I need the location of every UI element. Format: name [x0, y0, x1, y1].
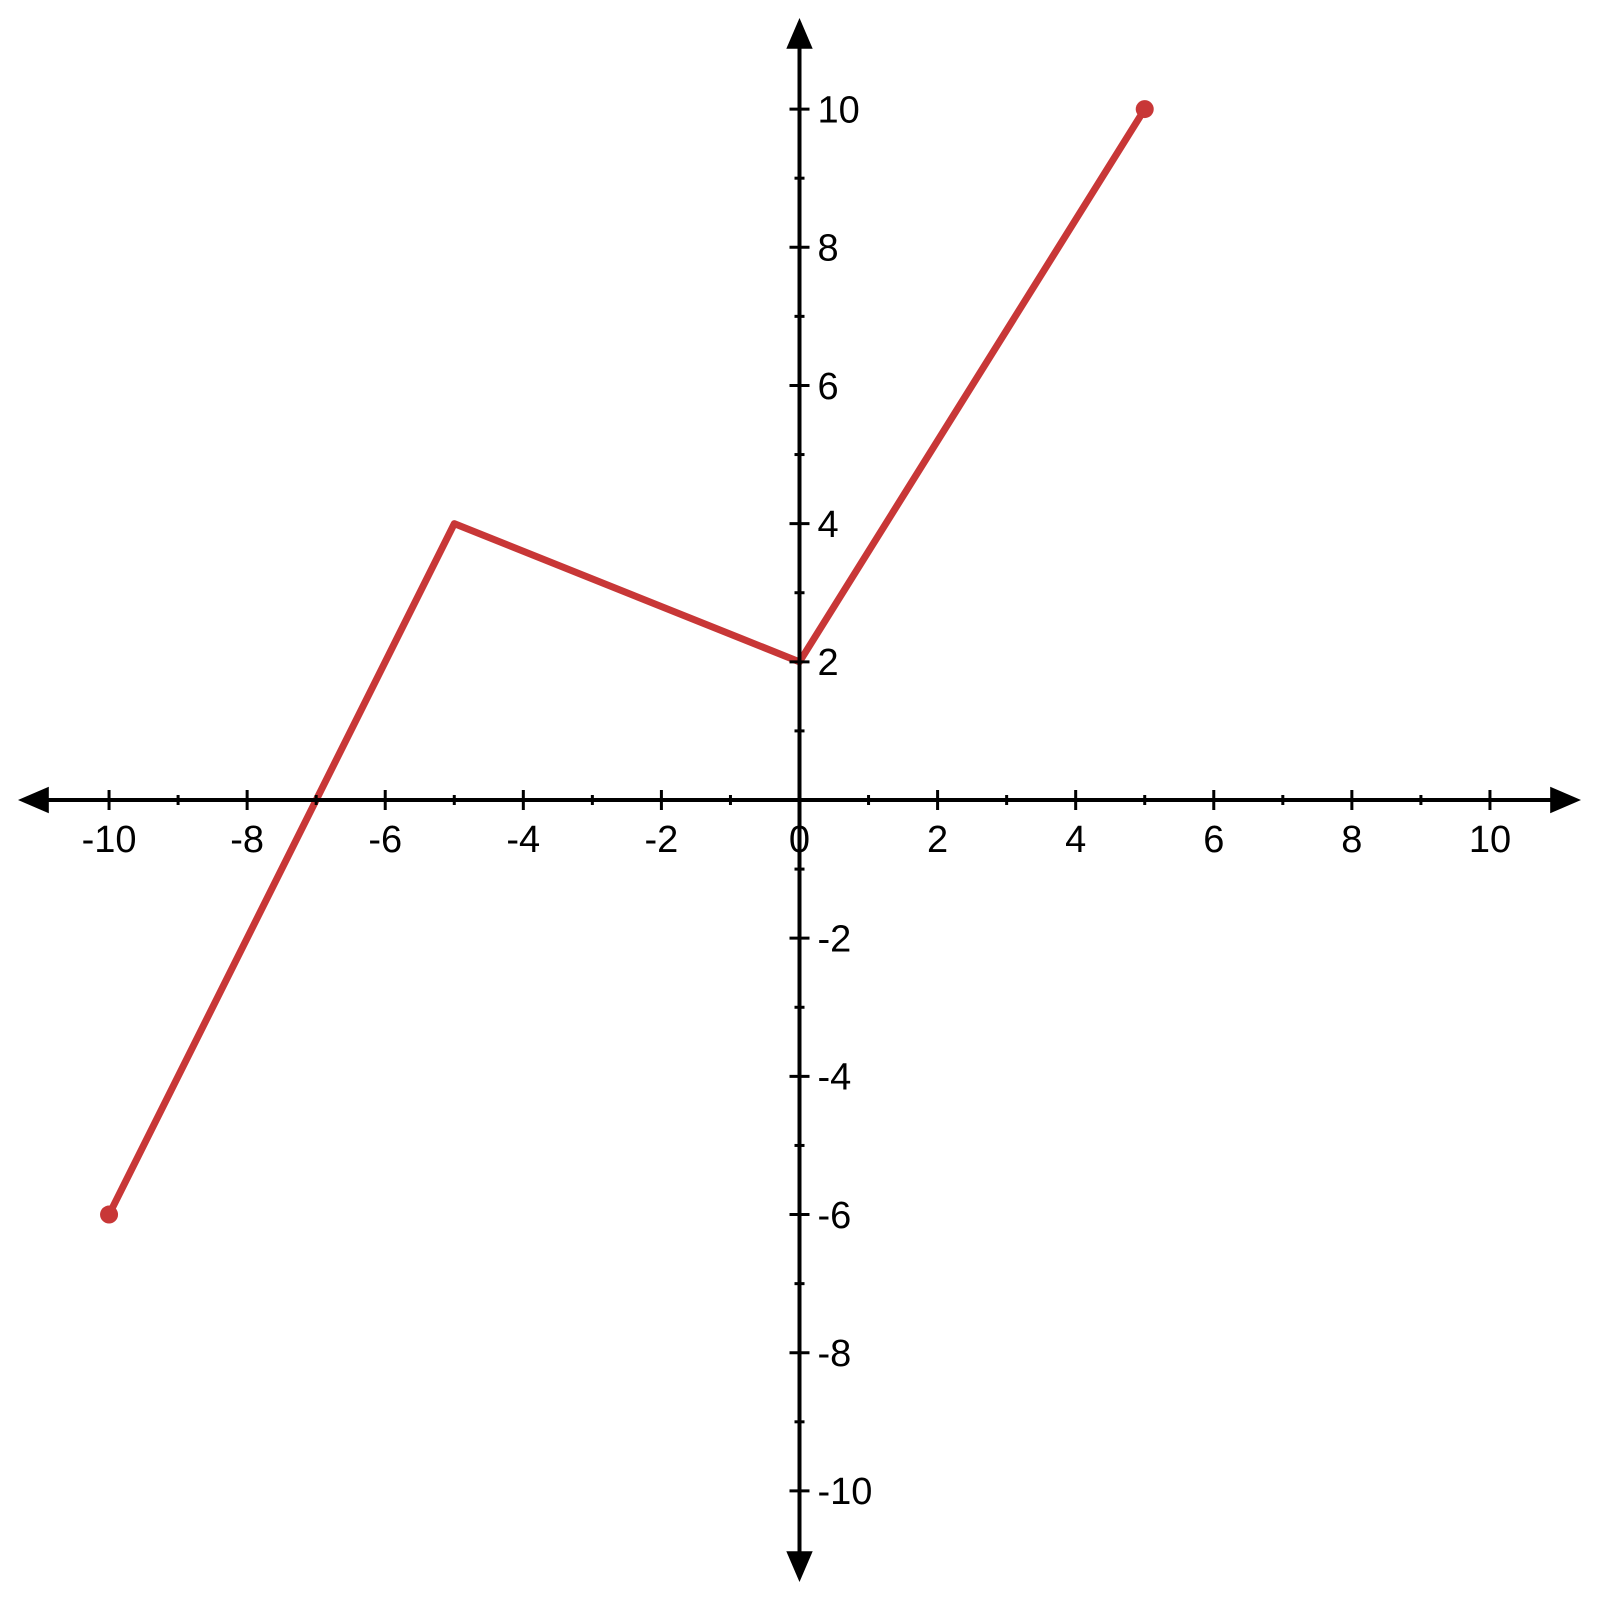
- x-tick-label: -6: [368, 819, 402, 861]
- x-tick-label: -4: [506, 819, 540, 861]
- y-tick-label: 10: [818, 89, 860, 131]
- y-tick-label: -10: [818, 1471, 873, 1513]
- x-tick-label: -10: [82, 819, 137, 861]
- y-tick-label: 6: [818, 366, 839, 408]
- x-tick-label: -8: [230, 819, 264, 861]
- y-tick-label: 8: [818, 228, 839, 270]
- y-tick-label: 2: [818, 642, 839, 684]
- coordinate-plane-chart: -10 -8 -6 -4 -2 0 2 4 6 8 10 -10 -8 -6 -4 -2 2 4 6 8 10: [0, 0, 1599, 1600]
- y-tick-label: -8: [818, 1333, 852, 1375]
- y-tick-label: -6: [818, 1195, 852, 1237]
- y-tick-label: -4: [818, 1057, 852, 1099]
- x-tick-label: -2: [645, 819, 679, 861]
- x-tick-label: 6: [1203, 819, 1224, 861]
- x-tick-label: 2: [927, 819, 948, 861]
- y-tick-label: -2: [818, 918, 852, 960]
- curve-end-point: [1136, 100, 1154, 118]
- plot-svg: -10 -8 -6 -4 -2 0 2 4 6 8 10 -10 -8 -6 -4 -2 2 4 6 8 10: [0, 0, 1599, 1600]
- curve-start-point: [100, 1206, 118, 1224]
- x-tick-label: 10: [1469, 819, 1511, 861]
- x-tick-label: 8: [1341, 819, 1362, 861]
- x-tick-label: 0: [789, 819, 810, 861]
- x-tick-label: 4: [1065, 819, 1086, 861]
- y-tick-label: 4: [818, 504, 839, 546]
